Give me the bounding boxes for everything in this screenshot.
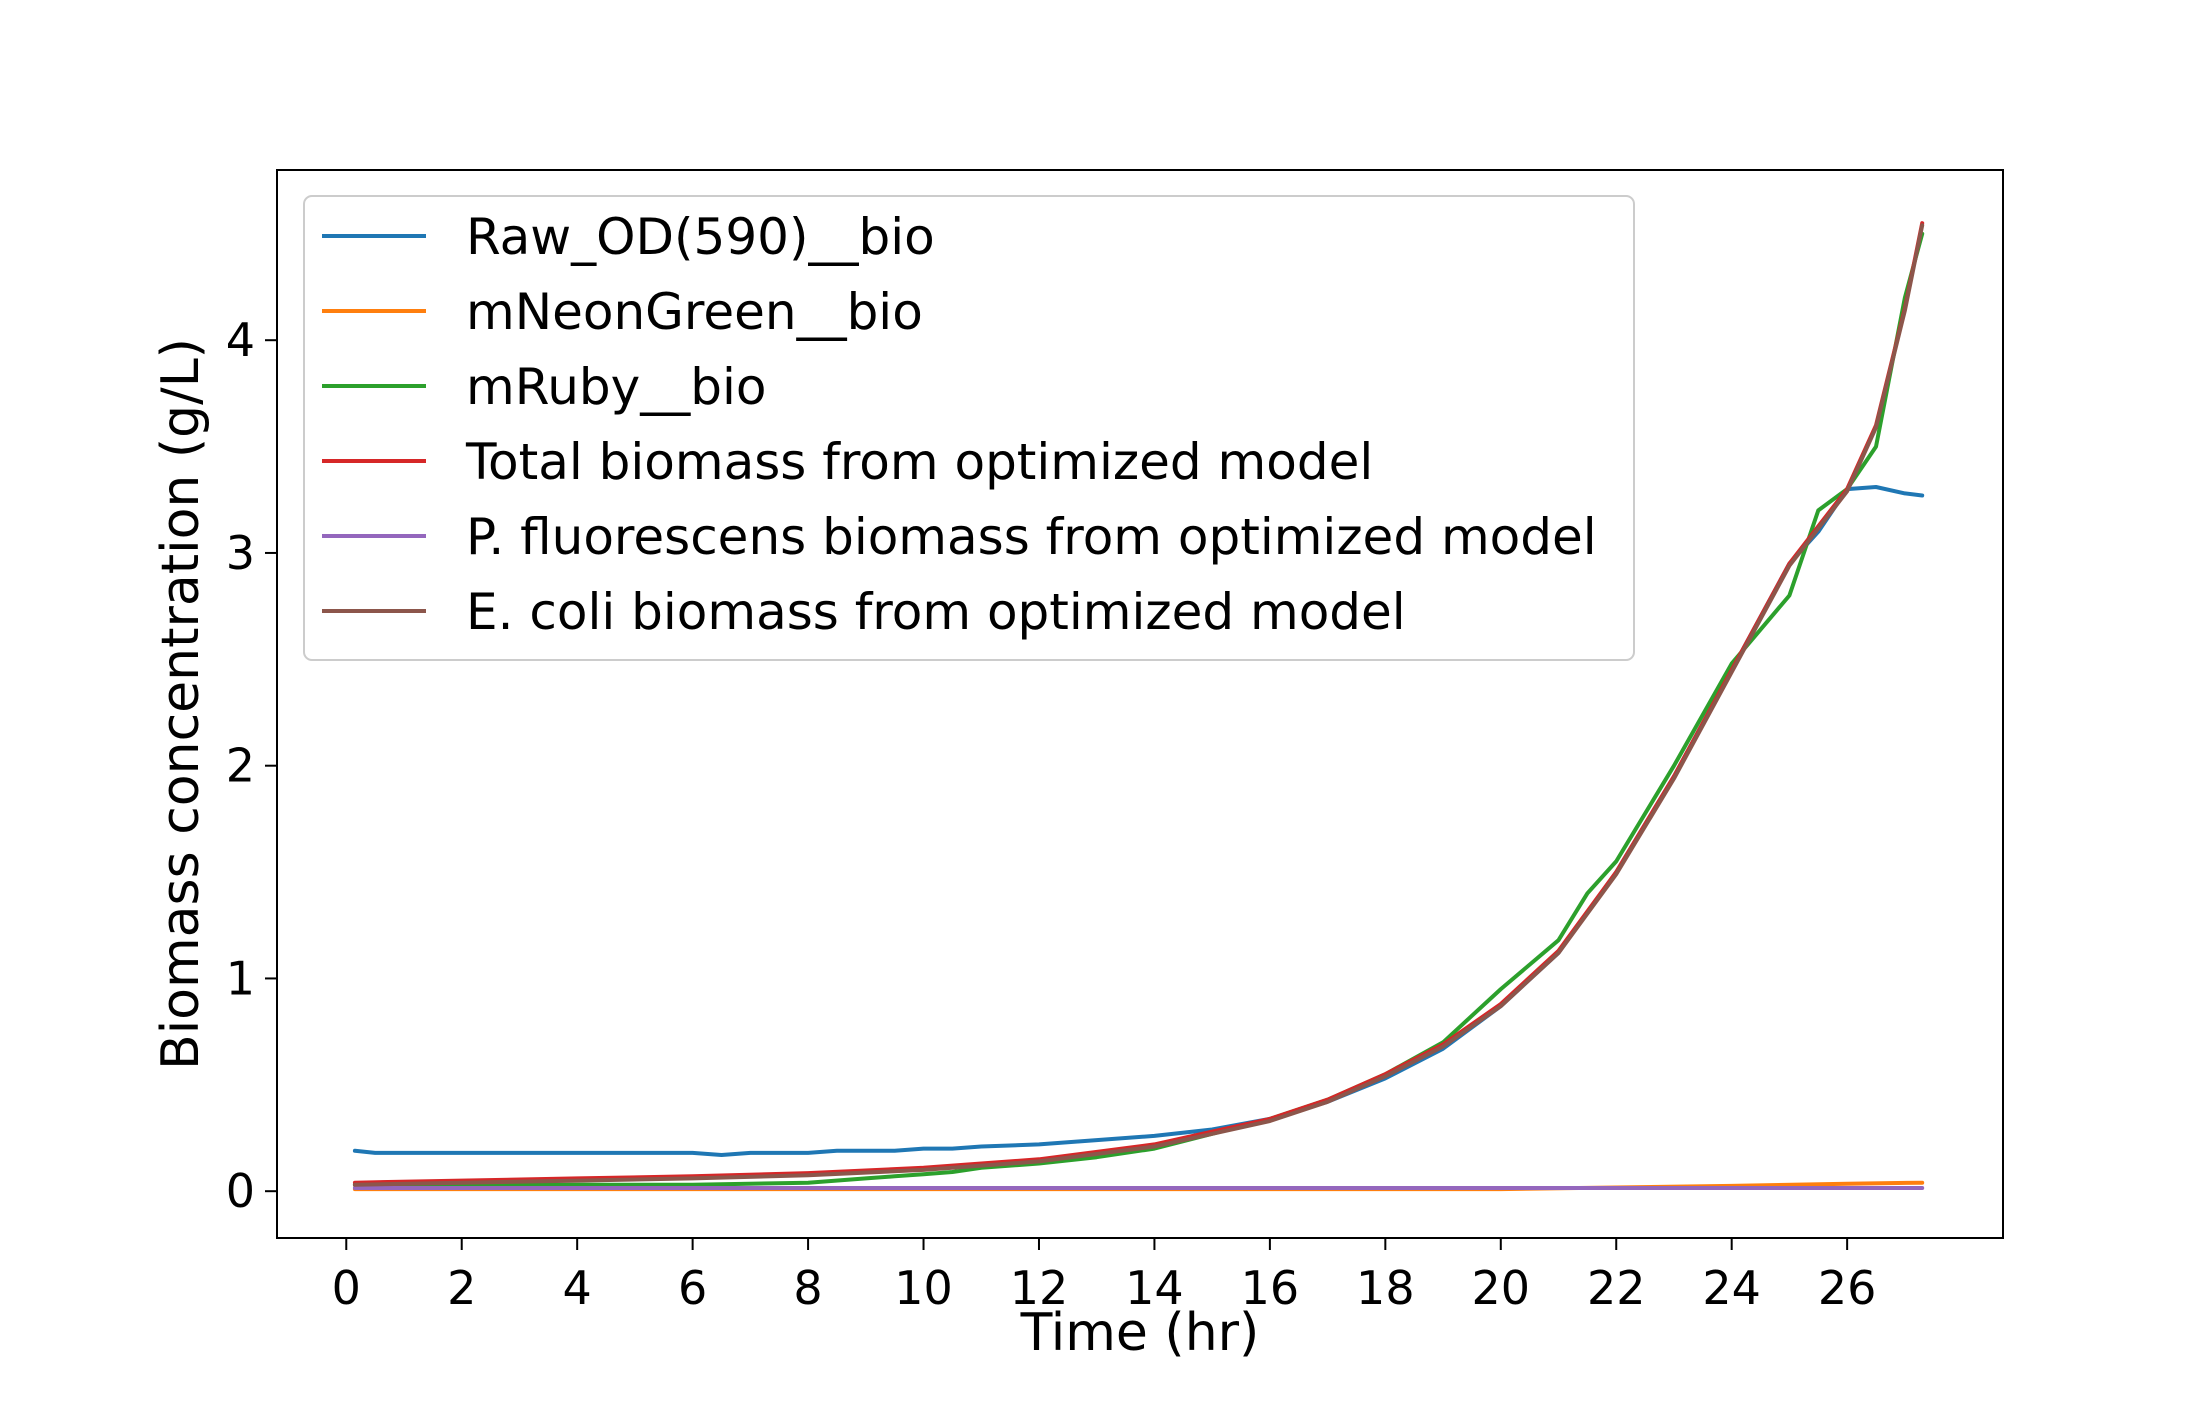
legend-label-4: Total biomass from optimized model bbox=[465, 433, 1373, 491]
series-line-6 bbox=[352, 223, 1925, 1187]
x-tick-label: 0 bbox=[332, 1261, 361, 1315]
y-axis-label: Biomass concentration (g/L) bbox=[151, 338, 211, 1070]
y-tick-label: 1 bbox=[226, 951, 255, 1005]
x-tick-label: 22 bbox=[1587, 1261, 1646, 1315]
legend-box bbox=[303, 195, 1635, 661]
y-tick-label: 3 bbox=[226, 526, 255, 580]
legend-label-5: P. fluorescens biomass from optimized mo… bbox=[466, 508, 1597, 566]
y-axis: 0 1 2 3 4 bbox=[226, 313, 277, 1218]
x-tick-label: 24 bbox=[1702, 1261, 1761, 1315]
x-tick-label: 8 bbox=[793, 1261, 822, 1315]
x-axis: 0 2 4 6 8 10 12 14 16 18 20 22 24 26 bbox=[332, 1238, 1877, 1315]
legend-label-1: Raw_OD(590)__bio bbox=[466, 208, 935, 266]
x-tick-label: 18 bbox=[1356, 1261, 1415, 1315]
x-tick-label: 14 bbox=[1125, 1261, 1184, 1315]
x-tick-label: 4 bbox=[563, 1261, 592, 1315]
legend-label-6: E. coli biomass from optimized model bbox=[466, 583, 1406, 641]
x-tick-label: 16 bbox=[1241, 1261, 1300, 1315]
x-tick-label: 12 bbox=[1010, 1261, 1069, 1315]
y-tick-label: 0 bbox=[226, 1164, 255, 1218]
x-axis-label: Time (hr) bbox=[1020, 1303, 1260, 1363]
x-tick-label: 2 bbox=[447, 1261, 476, 1315]
x-tick-label: 26 bbox=[1818, 1261, 1877, 1315]
legend: Raw_OD(590)__bio mNeonGreen__bio mRuby__bi… bbox=[303, 195, 1635, 661]
plot-lines bbox=[352, 221, 1925, 1192]
y-tick-label: 4 bbox=[226, 313, 255, 367]
plot-frame bbox=[276, 169, 2004, 1239]
legend-label-3: mRuby__bio bbox=[466, 358, 766, 416]
y-tick-label: 2 bbox=[226, 739, 255, 793]
legend-label-2: mNeonGreen__bio bbox=[466, 283, 923, 341]
x-tick-label: 20 bbox=[1472, 1261, 1531, 1315]
x-tick-label: 6 bbox=[678, 1261, 707, 1315]
x-tick-label: 10 bbox=[894, 1261, 953, 1315]
